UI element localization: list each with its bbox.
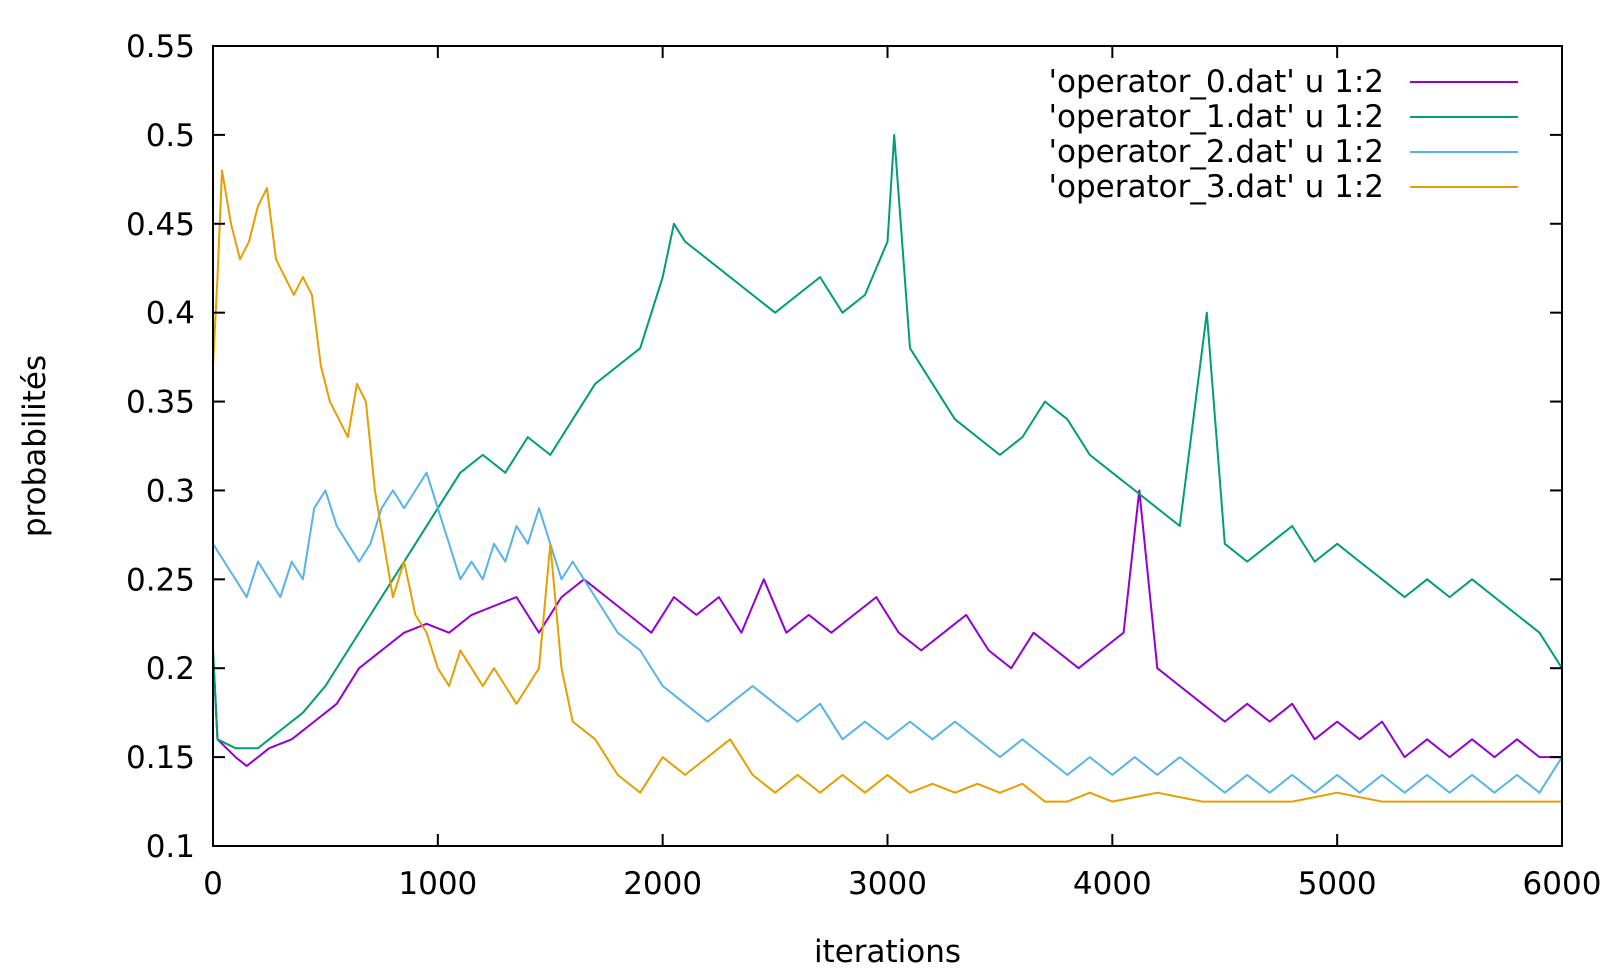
y-tick-label: 0.15 [126,740,195,776]
legend: 'operator_0.dat' u 1:2'operator_1.dat' u… [1048,64,1518,205]
series-line-1 [212,133,1563,750]
legend-label-1: 'operator_1.dat' u 1:2 [1048,99,1384,135]
y-tick-label: 0.3 [146,473,195,509]
series-layer [212,133,1563,803]
x-tick-label: 6000 [1523,866,1602,902]
series-line-3 [212,169,1562,803]
x-tick-label: 4000 [1073,866,1152,902]
series-line-0 [212,489,1562,767]
x-axis-title: iterations [814,934,961,970]
legend-label-3: 'operator_3.dat' u 1:2 [1048,169,1384,205]
series-line-2 [212,471,1563,794]
y-tick-label: 0.45 [126,207,195,243]
y-tick-label: 0.5 [146,118,195,154]
y-tick-label: 0.25 [126,562,195,598]
x-tick-label: 5000 [1298,866,1377,902]
x-tick-label: 1000 [398,866,477,902]
y-tick-label: 0.1 [146,829,195,865]
legend-label-0: 'operator_0.dat' u 1:2 [1048,64,1384,100]
x-tick-label: 2000 [623,866,702,902]
legend-label-2: 'operator_2.dat' u 1:2 [1048,134,1384,170]
y-tick-label: 0.35 [126,385,195,421]
y-tick-label: 0.2 [146,651,195,687]
axis-ticks: 0 1000 2000 3000 4000 5000 6000 0.1 0.15 0.2 0.25 0… [126,29,1601,902]
x-tick-label: 3000 [848,866,927,902]
y-axis-title: probabilités [17,355,53,537]
x-tick-label: 0 [203,866,223,902]
y-tick-label: 0.4 [146,296,195,332]
y-tick-label: 0.55 [126,29,195,65]
